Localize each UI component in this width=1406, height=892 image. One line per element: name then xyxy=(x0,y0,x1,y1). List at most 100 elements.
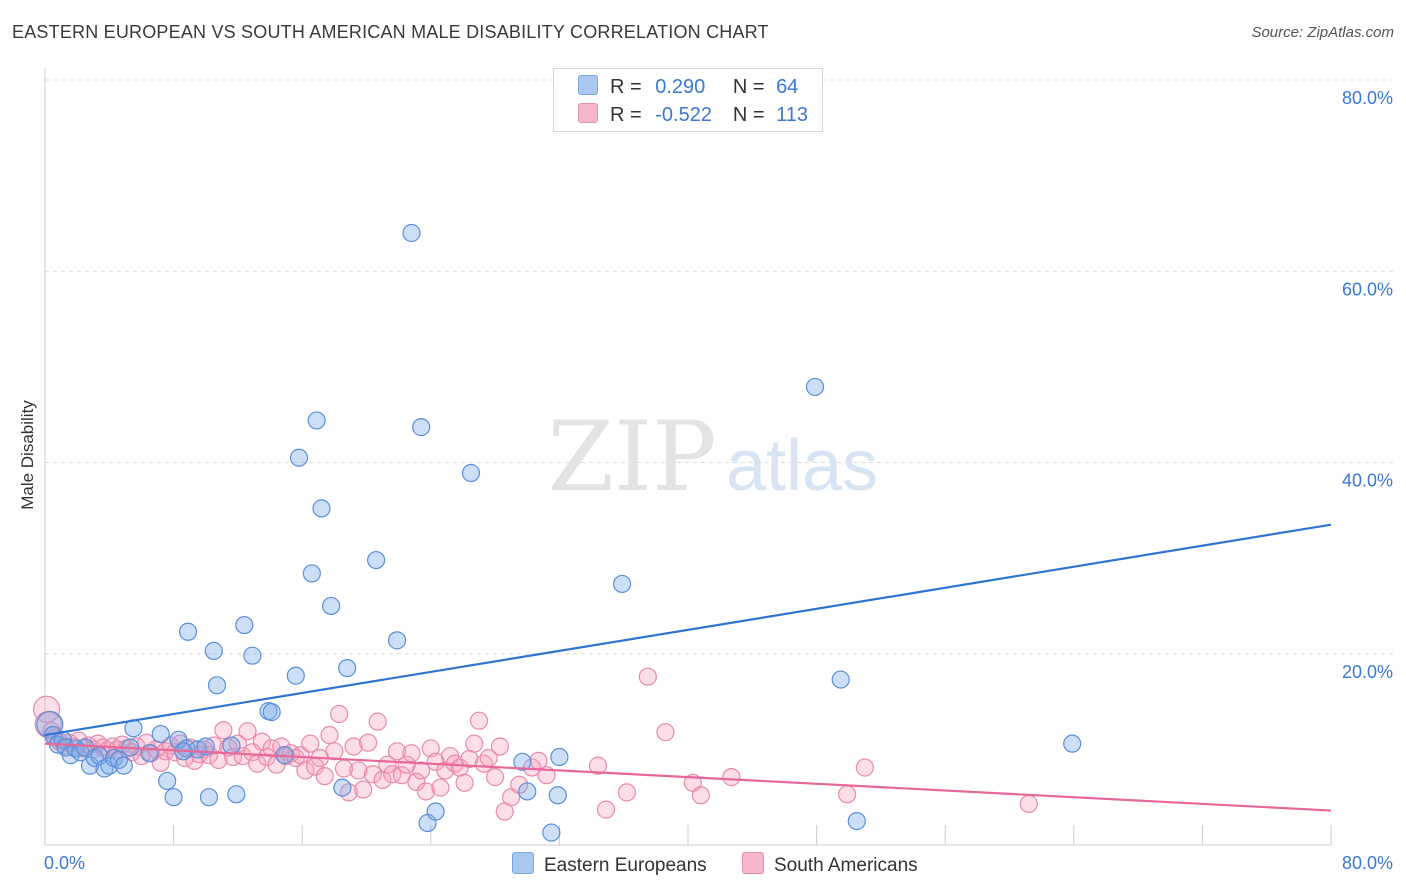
south-american-point xyxy=(455,773,474,792)
eastern-european-point xyxy=(227,785,246,804)
south-american-point xyxy=(344,737,363,756)
eastern-european-point xyxy=(114,756,133,775)
legend-r-label: R = xyxy=(610,76,642,98)
eastern-european-point xyxy=(612,574,632,594)
x-tick-label: 0.0% xyxy=(44,853,85,873)
south-american-point xyxy=(588,756,608,775)
chart-title: EASTERN EUROPEAN VS SOUTH AMERICAN MALE … xyxy=(12,22,769,42)
south-american-point xyxy=(656,723,675,742)
south-american-point xyxy=(233,746,252,766)
south-american-point xyxy=(407,772,426,791)
south-americans-trendline xyxy=(44,742,1332,812)
trendlines xyxy=(44,523,1332,812)
watermark-zip: ZIP xyxy=(547,401,716,513)
south-american-point xyxy=(722,768,741,787)
legend-r-label: R = xyxy=(610,104,642,126)
south-american-point xyxy=(387,742,407,761)
eastern-european-point xyxy=(387,631,407,650)
eastern-european-point xyxy=(286,666,305,685)
watermark: ZIP atlas xyxy=(547,401,878,513)
y-tick-label: 20.0% xyxy=(1342,662,1393,682)
eastern-european-point xyxy=(289,448,309,467)
south-american-point xyxy=(363,765,383,784)
south-american-point xyxy=(368,712,387,731)
eastern-europeans-points xyxy=(36,223,1082,842)
eastern-european-point xyxy=(164,788,183,807)
south-american-point xyxy=(383,765,402,784)
eastern-european-point xyxy=(550,747,569,767)
blue-swatch-icon xyxy=(578,75,598,95)
south-american-point xyxy=(412,761,431,780)
south-american-point xyxy=(359,733,378,752)
watermark-atlas: atlas xyxy=(726,426,878,506)
south-american-point xyxy=(238,722,257,741)
south-american-point xyxy=(1019,794,1038,813)
blue-swatch-icon xyxy=(512,852,534,874)
eastern-european-point xyxy=(151,724,170,744)
y-tick-label: 40.0% xyxy=(1342,471,1393,491)
eastern-european-point xyxy=(322,596,341,616)
legend-r-value: 0.290 xyxy=(655,76,706,98)
south-american-point xyxy=(257,747,276,767)
south-american-point xyxy=(490,737,510,756)
eastern-european-point xyxy=(140,744,159,763)
south-american-point xyxy=(436,761,455,780)
south-american-point xyxy=(421,739,440,758)
eastern-europeans-trendline xyxy=(44,523,1332,737)
south-american-point xyxy=(638,667,657,686)
pink-swatch-icon xyxy=(742,852,764,874)
pink-swatch-icon xyxy=(578,103,598,123)
south-american-point xyxy=(214,721,233,740)
bottom-legend-label: Eastern Europeans xyxy=(544,855,707,876)
eastern-european-point xyxy=(402,223,421,243)
eastern-european-point xyxy=(847,811,866,831)
south-american-point xyxy=(195,740,214,759)
eastern-european-point xyxy=(513,752,532,771)
eastern-european-point xyxy=(207,676,227,695)
eastern-european-point xyxy=(1063,734,1082,753)
south-american-point xyxy=(431,778,450,797)
eastern-european-point xyxy=(199,788,219,807)
legend-n-value: 113 xyxy=(776,104,808,126)
eastern-european-point xyxy=(367,550,386,570)
south-american-point xyxy=(219,738,238,757)
south-american-point xyxy=(209,750,228,769)
legend-row-south-americans: R = -0.522 N = 113 xyxy=(578,103,808,127)
eastern-european-point xyxy=(222,736,241,755)
grid-lines xyxy=(45,79,1395,655)
south-american-point xyxy=(838,785,857,804)
eastern-european-point xyxy=(178,622,198,641)
bottom-legend-eastern-europeans: Eastern Europeans xyxy=(512,852,707,877)
eastern-european-point xyxy=(235,615,254,635)
source-label: Source: ZipAtlas.com xyxy=(1251,24,1394,41)
south-american-point xyxy=(486,768,505,787)
legend-row-eastern-europeans: R = 0.290 N = 64 xyxy=(578,75,798,99)
eastern-european-point xyxy=(36,710,64,739)
eastern-european-point xyxy=(412,418,431,437)
south-american-point xyxy=(855,758,874,777)
south-american-point xyxy=(596,800,616,819)
eastern-european-point xyxy=(262,702,281,722)
eastern-european-point xyxy=(542,823,561,842)
eastern-european-point xyxy=(548,786,567,805)
eastern-european-point xyxy=(243,646,262,665)
eastern-european-point xyxy=(333,778,352,797)
legend-n-value: 64 xyxy=(776,76,799,98)
south-american-point xyxy=(474,754,493,773)
bottom-legend-south-americans: South Americans xyxy=(742,852,918,877)
eastern-european-point xyxy=(158,771,177,791)
x-tick-label: 80.0% xyxy=(1342,853,1393,873)
south-american-point xyxy=(320,725,339,745)
south-american-point xyxy=(330,704,349,724)
south-american-point xyxy=(402,744,421,763)
south-american-point xyxy=(349,761,368,780)
south-american-point xyxy=(469,711,489,730)
south-american-point xyxy=(617,783,637,802)
south-american-point xyxy=(354,780,373,799)
eastern-european-point xyxy=(109,750,129,769)
stats-legend: R = 0.290 N = 64 R = -0.522 N = 113 xyxy=(553,68,823,132)
legend-r-value: -0.522 xyxy=(655,104,712,126)
eastern-european-point xyxy=(204,641,223,660)
south-american-point xyxy=(691,786,710,805)
eastern-european-point xyxy=(302,564,321,583)
